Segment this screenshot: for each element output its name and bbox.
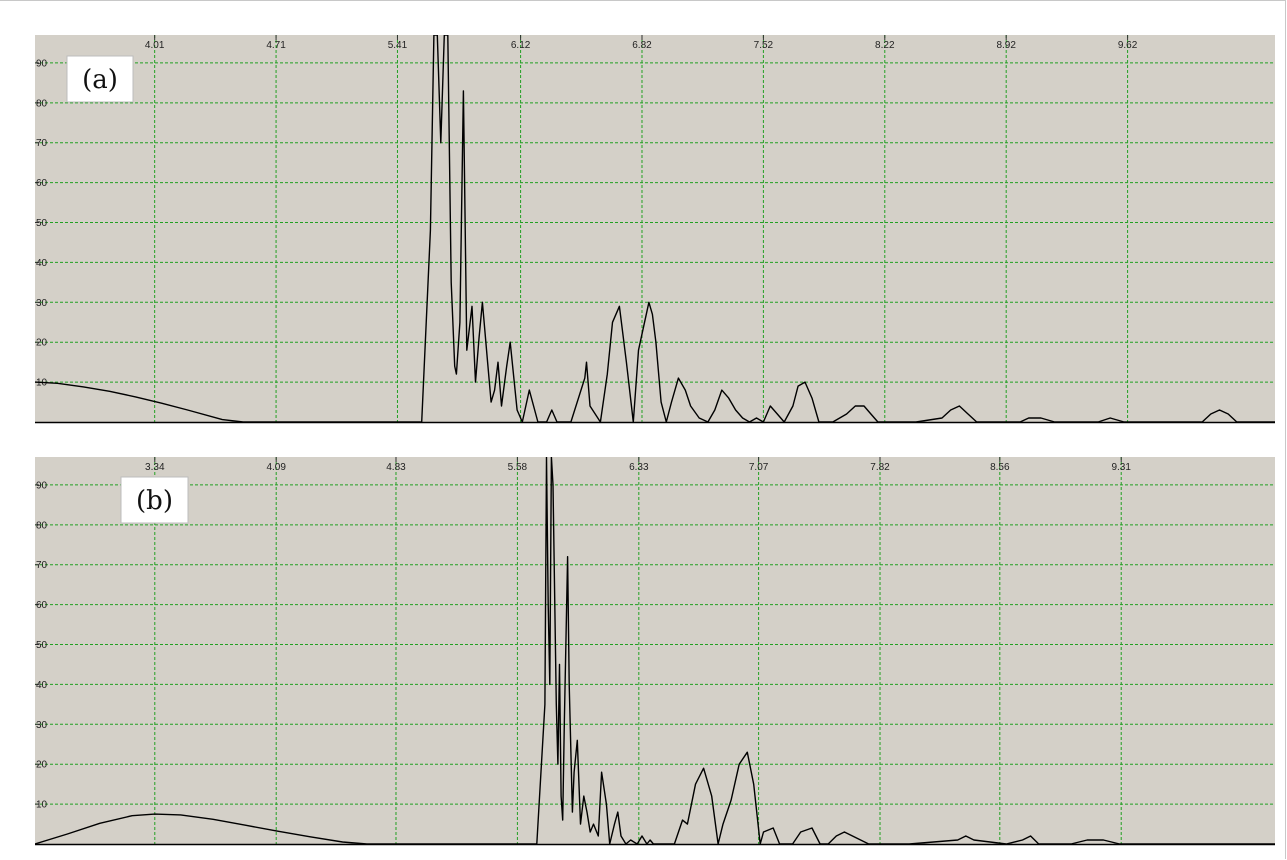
y-tick-label: 10 bbox=[36, 800, 48, 811]
panel-label: (a) bbox=[82, 65, 118, 95]
y-tick-label: 70 bbox=[36, 138, 48, 149]
x-tick-label: 5.41 bbox=[388, 40, 408, 51]
panel-label-box bbox=[120, 476, 189, 524]
x-tick-label: 8.56 bbox=[990, 462, 1010, 473]
x-tick-label: 9.62 bbox=[1118, 40, 1138, 51]
x-tick-label: 8.22 bbox=[875, 40, 895, 51]
y-tick-label: 20 bbox=[36, 760, 48, 771]
panel-label: (b) bbox=[136, 486, 173, 516]
series-line bbox=[35, 457, 1275, 845]
x-tick-label: 7.52 bbox=[754, 40, 774, 51]
y-tick-label: 50 bbox=[36, 640, 48, 651]
y-tick-label: 90 bbox=[36, 58, 48, 69]
panel-label-box bbox=[66, 55, 134, 103]
plot-area bbox=[35, 457, 1275, 844]
y-tick-label: 40 bbox=[36, 680, 48, 691]
x-tick-label: 7.07 bbox=[749, 462, 769, 473]
x-tick-label: 8.92 bbox=[996, 40, 1016, 51]
x-tick-label: 4.83 bbox=[386, 462, 406, 473]
x-tick-label: 6.33 bbox=[629, 462, 649, 473]
y-tick-label: 30 bbox=[36, 720, 48, 731]
y-tick-label: 40 bbox=[36, 258, 48, 269]
y-tick-label: 80 bbox=[36, 520, 48, 531]
y-tick-label: 50 bbox=[36, 218, 48, 229]
chart-panel-b: 10 20 30 40 50 60 70 80 90 3.34 4.09 4.83 5.58 6.33 7.… bbox=[35, 457, 1275, 846]
y-tick-label: 90 bbox=[36, 480, 48, 491]
x-tick-label: 5.58 bbox=[508, 462, 528, 473]
y-tick-label: 30 bbox=[36, 298, 48, 309]
x-tick-label: 4.71 bbox=[266, 40, 286, 51]
x-tick-label: 6.82 bbox=[632, 40, 652, 51]
y-tick-label: 60 bbox=[36, 178, 48, 189]
plot-area bbox=[35, 35, 1275, 422]
y-tick-label: 70 bbox=[36, 560, 48, 571]
x-tick-label: 7.82 bbox=[870, 462, 890, 473]
y-tick-label: 80 bbox=[36, 98, 48, 109]
x-tick-label: 6.12 bbox=[511, 40, 531, 51]
x-tick-label: 4.01 bbox=[145, 40, 165, 51]
series-line bbox=[35, 35, 1275, 423]
y-tick-label: 60 bbox=[36, 600, 48, 611]
x-tick-label: 9.31 bbox=[1111, 462, 1131, 473]
x-tick-label: 4.09 bbox=[266, 462, 286, 473]
y-tick-label: 20 bbox=[36, 338, 48, 349]
x-tick-label: 3.34 bbox=[145, 462, 165, 473]
